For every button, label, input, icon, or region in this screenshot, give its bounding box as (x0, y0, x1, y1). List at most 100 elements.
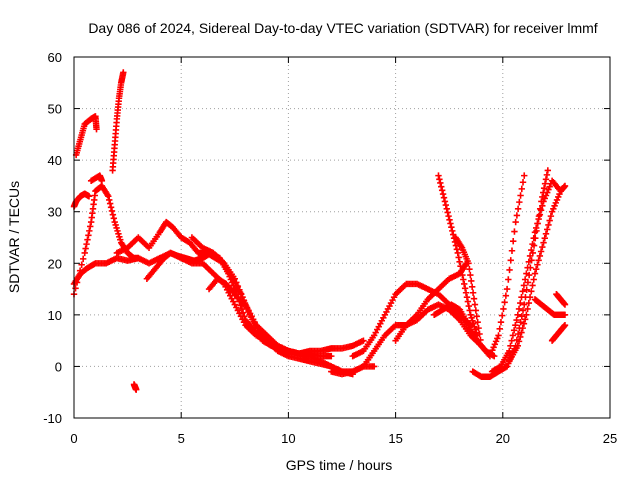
data-point (546, 183, 553, 190)
data-point (240, 301, 247, 308)
data-point (524, 264, 531, 271)
data-point (530, 235, 537, 242)
data-point (518, 313, 525, 320)
data-point (454, 249, 461, 257)
y-tick-label: 30 (48, 205, 62, 220)
data-point (506, 266, 513, 274)
data-point (72, 285, 79, 292)
data-point (79, 255, 87, 263)
data-point (500, 305, 507, 313)
data-point (523, 311, 530, 319)
data-point (494, 335, 501, 342)
data-point (521, 276, 529, 283)
data-point (524, 305, 531, 313)
data-point (515, 305, 523, 313)
data-point (85, 193, 93, 200)
series-arc-18 (488, 177, 564, 375)
data-point (471, 323, 478, 330)
data-point (543, 171, 551, 179)
chart-title: Day 086 of 2024, Sidereal Day-to-day VTE… (88, 20, 597, 36)
data-point (555, 193, 562, 201)
data-point (552, 199, 559, 207)
data-point (503, 363, 511, 370)
data-point (437, 179, 444, 187)
data-point (234, 282, 242, 290)
data-point (528, 246, 535, 254)
data-point (537, 248, 545, 255)
data-point (449, 227, 456, 235)
series-arc-16 (452, 172, 528, 360)
series-arc-5 (70, 182, 142, 298)
series-arc-10 (205, 275, 247, 308)
data-point (541, 180, 549, 187)
data-point (441, 198, 449, 205)
data-point (470, 320, 477, 327)
data-point (535, 215, 542, 223)
series-arc-2 (109, 69, 127, 174)
data-point (464, 298, 472, 305)
series-arc-20 (531, 296, 569, 319)
data-point (498, 312, 506, 319)
series-arc-13 (392, 260, 470, 344)
data-point (519, 288, 526, 295)
series-arc-11 (328, 301, 485, 378)
data-point (507, 342, 514, 349)
data-point (443, 205, 450, 212)
data-point (534, 261, 541, 268)
data-point (546, 217, 553, 224)
data-point (112, 221, 119, 229)
data-point (561, 182, 569, 190)
data-point (525, 258, 533, 266)
series-arc-22 (553, 291, 569, 308)
data-point (463, 293, 471, 301)
x-tick-label: 0 (70, 431, 77, 446)
data-point (545, 186, 552, 193)
data-point (237, 290, 245, 297)
data-point (445, 212, 452, 220)
x-tick-label: 25 (603, 431, 617, 446)
data-point (536, 211, 544, 218)
data-point (525, 299, 533, 307)
data-point (461, 280, 468, 288)
series-arc-19 (506, 182, 569, 365)
data-point (532, 265, 540, 273)
data-point (509, 332, 517, 339)
series-arc-1 (72, 113, 100, 159)
data-point (446, 216, 453, 224)
data-point (465, 302, 473, 310)
data-point (517, 192, 524, 199)
data-point (84, 236, 91, 243)
data-point (532, 224, 540, 232)
data-point (531, 270, 539, 277)
data-point (489, 347, 496, 354)
data-point (518, 293, 525, 301)
data-point (539, 202, 546, 210)
data-point (550, 205, 557, 212)
data-point (521, 316, 529, 323)
data-point (457, 263, 464, 270)
data-point (466, 307, 473, 314)
y-axis-label: SDTVAR / TECUs (6, 181, 22, 293)
data-point (468, 314, 475, 322)
data-point (501, 299, 508, 306)
data-point (547, 212, 555, 220)
data-point (438, 183, 445, 190)
data-point (545, 221, 552, 229)
data-point (439, 190, 447, 198)
data-point (530, 276, 537, 283)
data-point (462, 289, 470, 296)
data-point (542, 230, 550, 238)
data-point (114, 227, 121, 235)
y-tick-label: 0 (55, 359, 62, 374)
data-point (516, 198, 523, 206)
x-tick-label: 15 (388, 431, 402, 446)
axis-ticks: 0 5 10 15 20 25 -10 0 10 20 30 40 50 60 (43, 50, 617, 446)
data-point (556, 190, 563, 198)
data-point (82, 245, 89, 252)
data-point (520, 320, 528, 327)
data-point (233, 279, 240, 286)
data-point (98, 177, 106, 184)
data-point (561, 321, 569, 329)
y-tick-label: 20 (48, 256, 62, 271)
data-point (239, 309, 247, 316)
